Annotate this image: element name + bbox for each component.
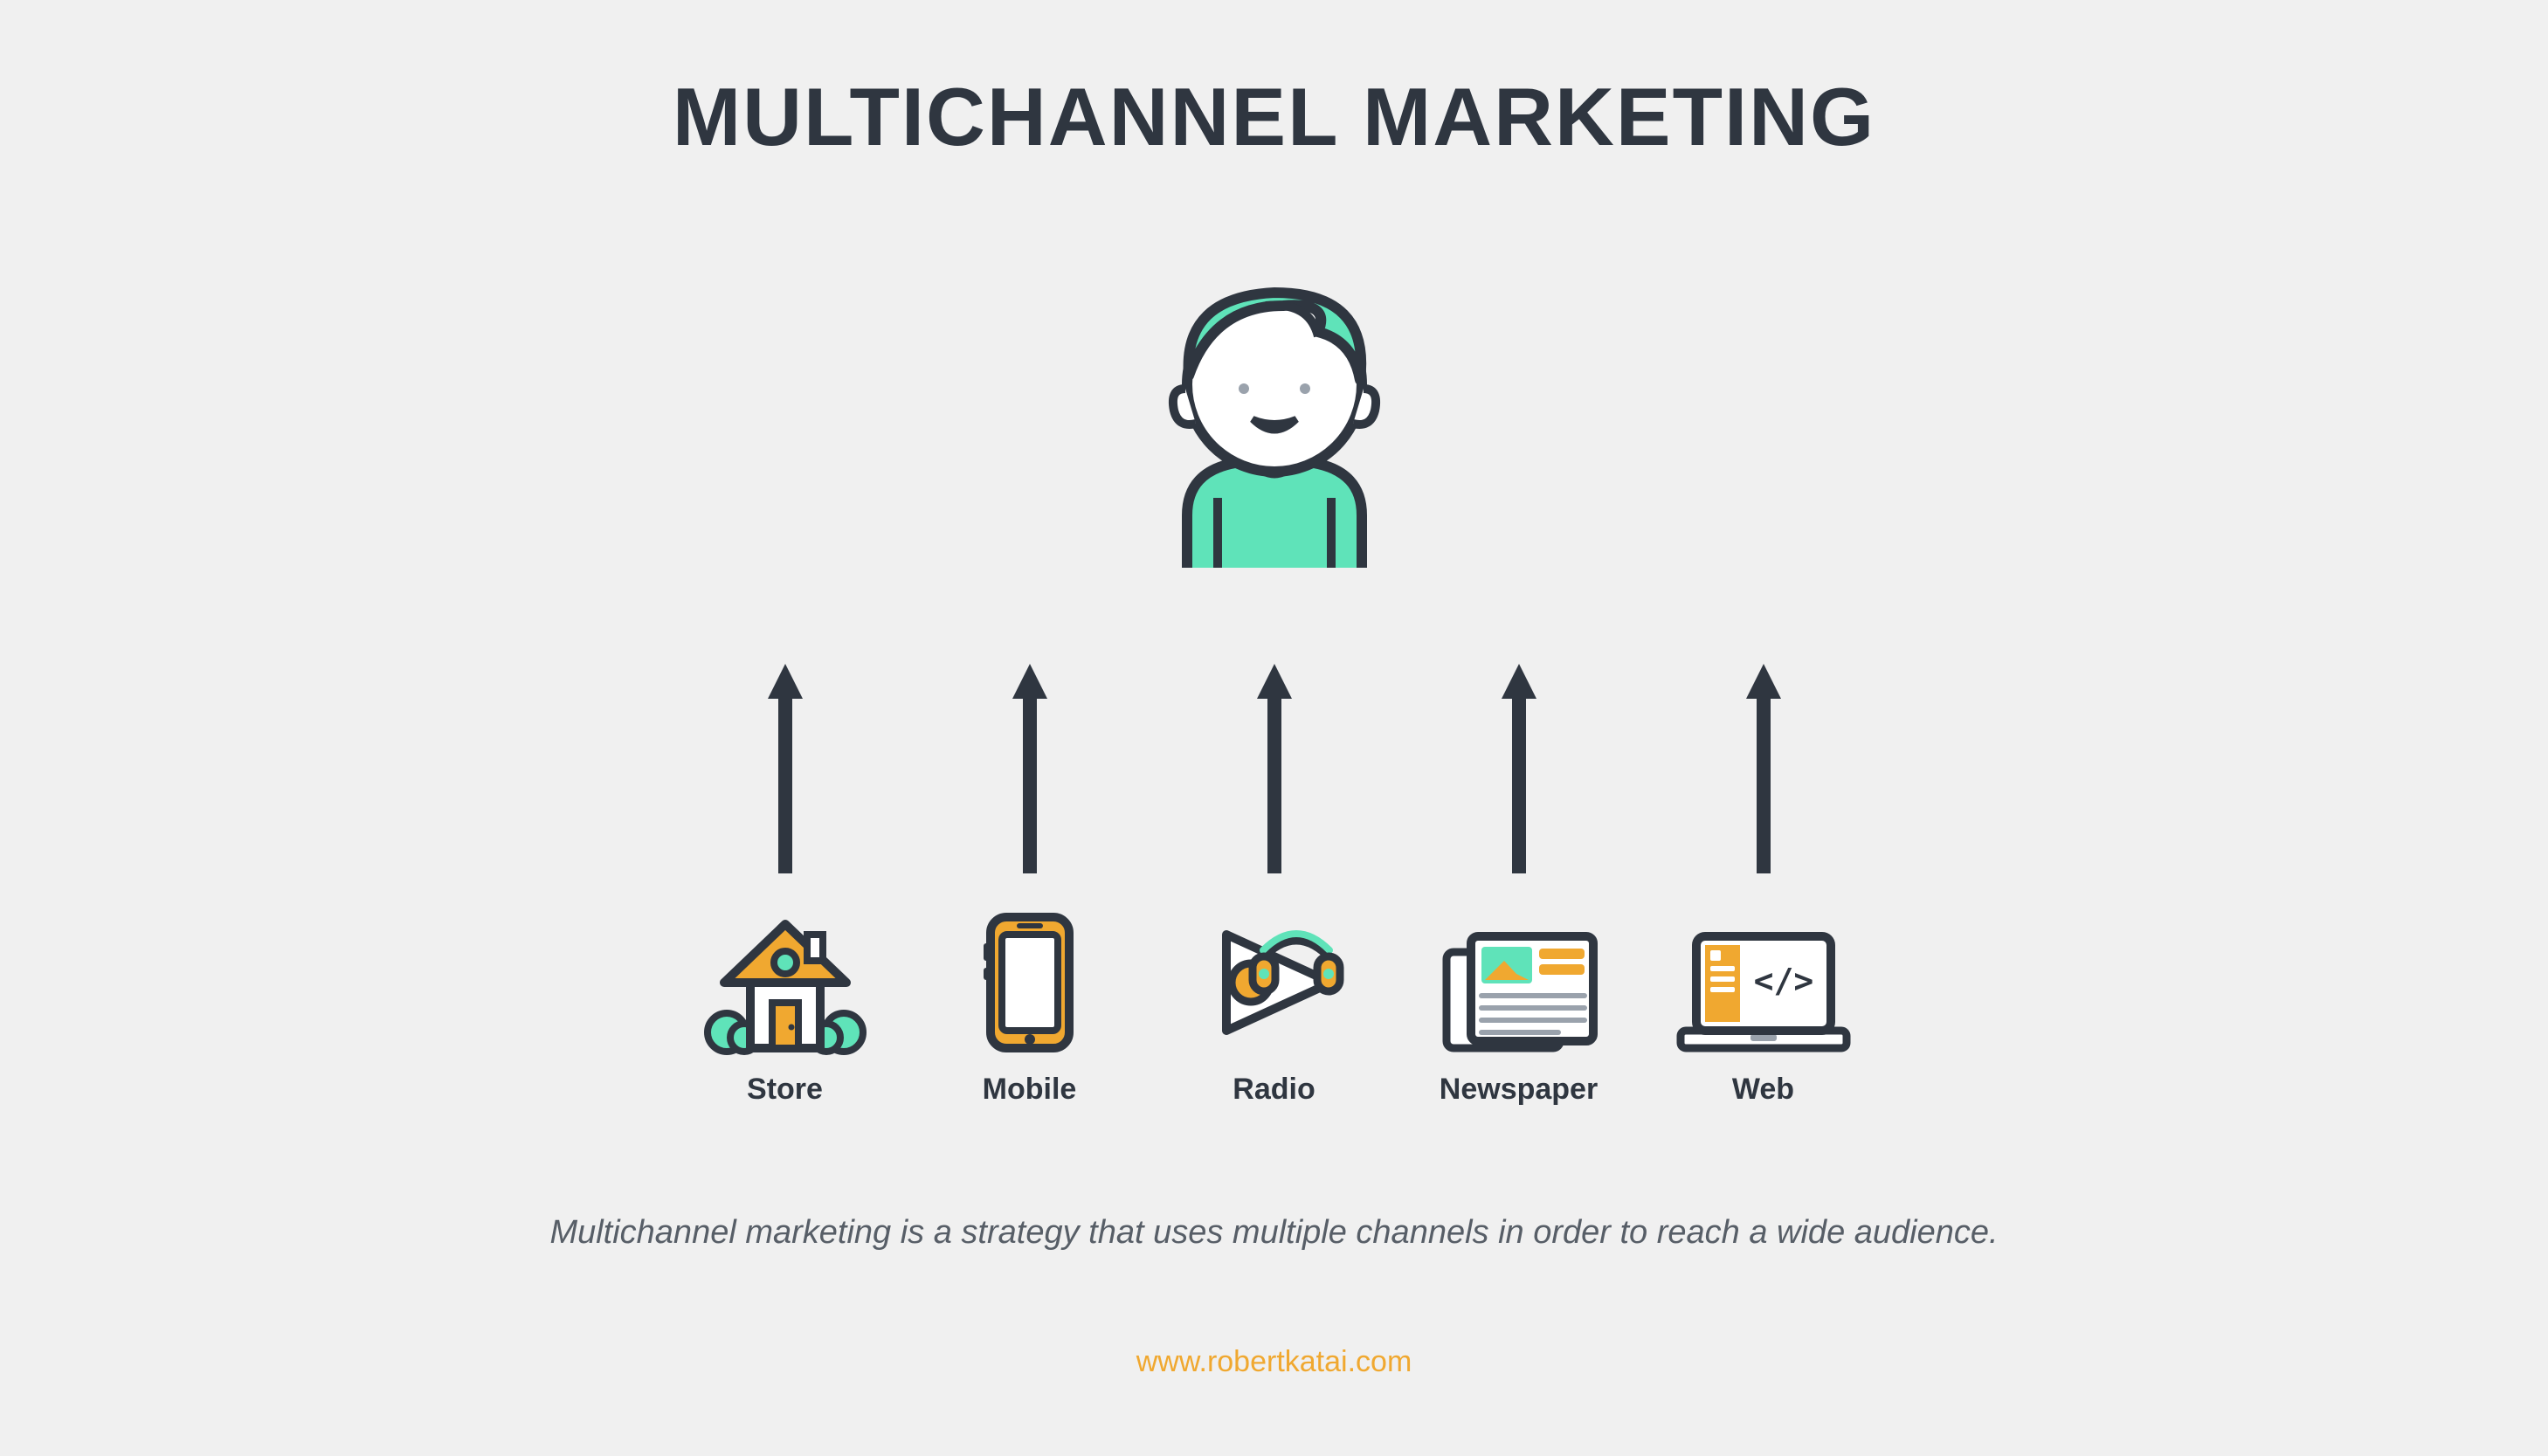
arrow-up-icon — [1746, 664, 1781, 873]
page-title: MULTICHANNEL MARKETING — [0, 70, 2548, 164]
newspaper-icon — [1436, 926, 1602, 1057]
channel-label-store: Store — [747, 1073, 823, 1107]
channel-web: </> Web — [1685, 664, 1842, 1107]
channel-label-web: Web — [1732, 1073, 1794, 1107]
channel-newspaper: Newspaper — [1440, 664, 1598, 1107]
description-text: Multichannel marketing is a strategy tha… — [0, 1214, 2548, 1252]
arrow-up-icon — [1012, 664, 1047, 873]
channel-label-newspaper: Newspaper — [1440, 1073, 1598, 1107]
arrow-up-icon — [1257, 664, 1292, 873]
arrow-up-icon — [768, 664, 803, 873]
channel-label-mobile: Mobile — [983, 1073, 1077, 1107]
channel-store: Store — [707, 664, 864, 1107]
customer-icon — [1135, 253, 1414, 572]
store-icon — [702, 908, 868, 1057]
svg-text:</>: </> — [1753, 962, 1813, 1000]
mobile-icon — [977, 908, 1082, 1057]
channel-radio: Radio — [1196, 664, 1353, 1107]
channel-label-radio: Radio — [1233, 1073, 1315, 1107]
footer-url: www.robertkatai.com — [0, 1345, 2548, 1379]
arrow-up-icon — [1502, 664, 1536, 873]
radio-icon — [1200, 908, 1349, 1057]
web-icon: </> — [1672, 926, 1855, 1057]
channel-mobile: Mobile — [951, 664, 1108, 1107]
channels-row: Store Mobile — [707, 664, 1842, 1107]
